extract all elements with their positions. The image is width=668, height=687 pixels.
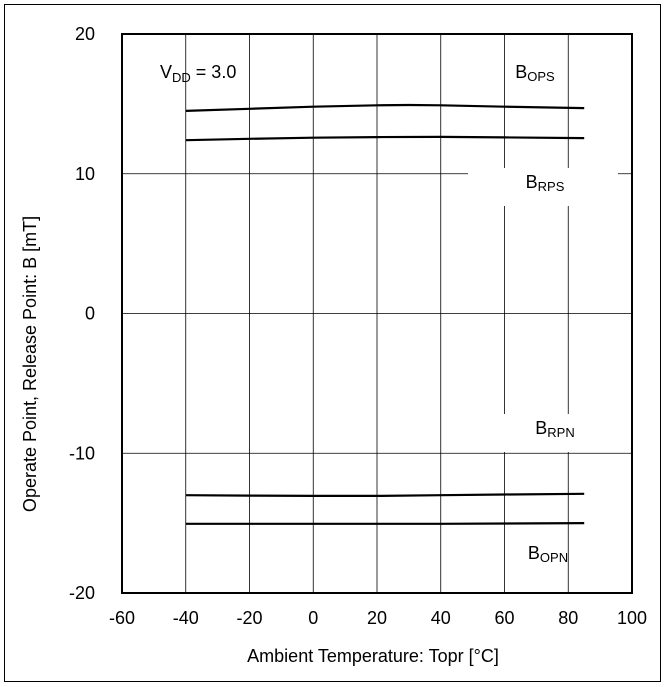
tick-labels: -60 -40 -20 0 20 40 60 80 100 -20 -10 0 10 20 [69,24,647,628]
chart-frame [4,4,661,682]
x-tick-label: 40 [431,608,451,628]
plot-area [121,33,633,594]
x-tick-label: -20 [236,608,262,628]
y-tick-label: -20 [69,583,95,603]
y-axis-label: Operate Point, Release Point: B [mT] [20,216,40,512]
x-tick-label: 20 [367,608,387,628]
series-lines [185,103,585,525]
x-tick-label: -60 [109,608,135,628]
y-tick-label: -10 [69,443,95,463]
x-tick-label: 60 [494,608,514,628]
series-label-bops: BOPS [515,62,555,84]
series-line-bops [185,103,585,112]
series-label-bopn: BOPN [528,543,568,565]
grid [122,34,632,593]
condition-label: VDD = 3.0 [160,62,236,85]
x-tick-label: 100 [617,608,647,628]
x-tick-label: 0 [308,608,318,628]
series-label-brpn: BRPN [535,418,574,440]
y-tick-label: 10 [75,164,95,184]
x-tick-label: -40 [173,608,199,628]
series-label-brps: BRPS [526,172,565,194]
series-line-brps [185,135,585,142]
series-label-background [468,414,628,452]
series-line-brpn [185,492,585,497]
series-line-bopn [185,521,585,525]
y-tick-label: 20 [75,24,95,44]
x-tick-label: 80 [558,608,578,628]
x-axis-label: Ambient Temperature: Topr [°C] [247,646,499,666]
y-tick-label: 0 [85,304,95,324]
series-labels: BOPS BRPS BRPN BOPN [468,62,628,565]
series-label-background [468,168,618,206]
